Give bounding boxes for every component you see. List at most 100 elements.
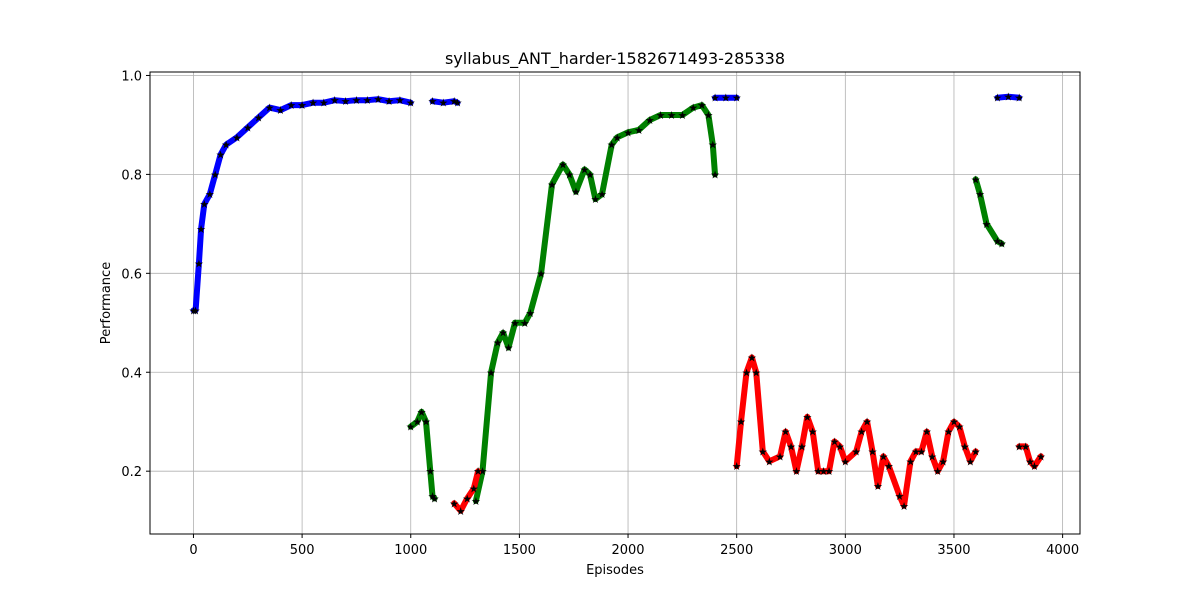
data-point: ★	[873, 480, 883, 493]
x-axis-label: Episodes	[586, 563, 644, 578]
series-segment	[733, 354, 979, 509]
data-point: ★	[634, 124, 644, 137]
x-tick-label: 3500	[937, 543, 970, 558]
y-tick-label: 0.4	[121, 366, 142, 381]
series-segment	[429, 98, 461, 106]
data-point: ★	[916, 445, 926, 458]
data-point: ★	[1021, 440, 1031, 453]
data-point: ★	[493, 337, 503, 350]
data-point: ★	[430, 492, 440, 505]
data-point: ★	[944, 426, 954, 439]
data-point: ★	[830, 436, 840, 449]
data-point: ★	[1029, 460, 1039, 473]
data-point: ★	[851, 445, 861, 458]
data-point: ★	[406, 421, 416, 434]
data-point: ★	[473, 465, 483, 478]
data-point: ★	[525, 307, 535, 320]
x-axis-ticks: 0 500 1000 1500 2000 2500 3000 3500 4000	[189, 534, 1079, 558]
data-point: ★	[742, 366, 752, 379]
data-point: ★	[189, 304, 199, 317]
data-point: ★	[286, 99, 296, 112]
series-0: ★★★★★★★★★★★★★ ★ ★ ★ ★ ★ ★ ★ ★ ★ ★ ★ ★ ★ ★ ★ ★★ ★ ★ ★ ★ ★ ★	[189, 91, 1025, 318]
data-point: ★	[721, 92, 731, 105]
data-point: ★	[612, 131, 622, 144]
data-point: ★	[786, 440, 796, 453]
data-point: ★	[319, 97, 329, 110]
data-point: ★	[708, 139, 718, 152]
data-point: ★	[736, 416, 746, 429]
data-point: ★	[438, 97, 448, 110]
data-point: ★	[732, 460, 742, 473]
data-point: ★	[520, 317, 530, 330]
data-point: ★	[498, 327, 508, 340]
data-point: ★	[781, 426, 791, 439]
data-point: ★	[362, 94, 372, 107]
data-point: ★	[906, 455, 916, 468]
data-point: ★	[425, 465, 435, 478]
plot-frame	[149, 71, 1081, 535]
data-point: ★	[857, 426, 867, 439]
data-point: ★	[703, 109, 713, 122]
data-point: ★	[1036, 450, 1046, 463]
data-point: ★	[868, 445, 878, 458]
data-point: ★	[585, 168, 595, 181]
data-point: ★	[308, 97, 318, 110]
data-point: ★	[911, 445, 921, 458]
data-point: ★	[933, 465, 943, 478]
data-point: ★	[330, 94, 340, 107]
data-point: ★	[373, 93, 383, 106]
data-point: ★	[824, 465, 834, 478]
data-point: ★	[547, 178, 557, 191]
data-point: ★	[819, 465, 829, 478]
data-point: ★	[216, 149, 226, 162]
data-point: ★	[802, 411, 812, 424]
data-point: ★	[797, 440, 807, 453]
data-point: ★	[954, 421, 964, 434]
chart-title: syllabus_ANT_harder-1582671493-285338	[445, 49, 785, 69]
data-point: ★	[1014, 440, 1024, 453]
data-point: ★	[1014, 92, 1024, 105]
y-tick-label: 0.8	[121, 168, 142, 183]
data-point: ★	[992, 235, 1002, 248]
data-point: ★	[196, 223, 206, 236]
data-point: ★	[808, 426, 818, 439]
series-segment	[190, 96, 414, 314]
data-point: ★	[384, 95, 394, 108]
data-point: ★	[732, 92, 742, 105]
data-point: ★	[428, 490, 438, 503]
data-point: ★	[406, 97, 416, 110]
data-point: ★	[667, 109, 677, 122]
data-point: ★	[205, 188, 215, 201]
data-point: ★	[862, 416, 872, 429]
data-point: ★	[341, 95, 351, 108]
data-point: ★	[571, 186, 581, 199]
data-point: ★	[971, 445, 981, 458]
data-point: ★	[835, 440, 845, 453]
x-tick-label: 500	[290, 543, 315, 558]
data-point: ★	[623, 126, 633, 139]
x-tick-label: 3000	[829, 543, 862, 558]
series-segment	[1016, 443, 1044, 470]
data-point: ★	[597, 188, 607, 201]
data-point: ★	[899, 500, 909, 513]
x-tick-label: 1500	[503, 543, 536, 558]
data-point: ★	[1025, 455, 1035, 468]
data-point: ★	[975, 188, 985, 201]
data-point: ★	[510, 317, 520, 330]
data-point: ★	[965, 455, 975, 468]
data-point: ★	[395, 94, 405, 107]
data-point: ★	[417, 406, 427, 419]
y-tick-label: 0.6	[121, 267, 142, 282]
series-segment	[472, 102, 718, 504]
data-point: ★	[922, 426, 932, 439]
series-segment	[451, 468, 482, 514]
data-point: ★	[878, 450, 888, 463]
data-point: ★	[486, 366, 496, 379]
data-point: ★	[449, 95, 459, 108]
data-point: ★	[645, 114, 655, 127]
data-point: ★	[564, 168, 574, 181]
data-point: ★	[254, 112, 264, 125]
data-point: ★	[747, 351, 757, 364]
data-point: ★	[243, 121, 253, 134]
